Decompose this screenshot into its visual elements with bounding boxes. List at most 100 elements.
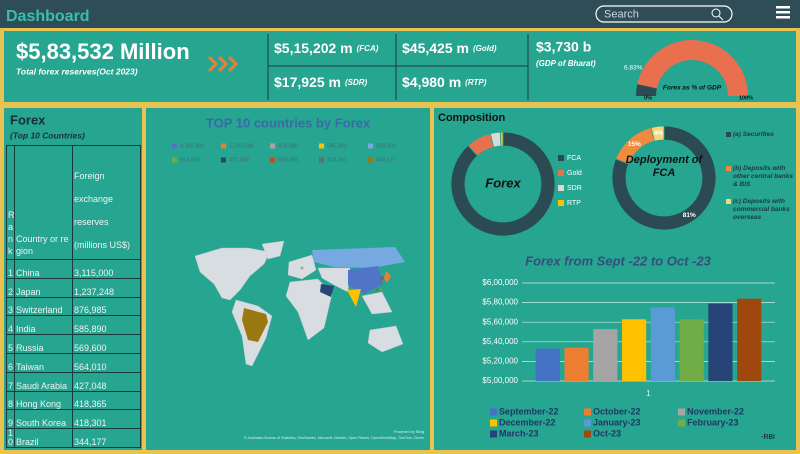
gdp-caption: (GDP of Bharat) xyxy=(536,59,596,68)
country[interactable] xyxy=(348,266,383,294)
donut-legend-label: SDR xyxy=(567,185,582,192)
legend-label: February-23 xyxy=(687,417,739,427)
country[interactable] xyxy=(347,289,361,307)
search-icon xyxy=(711,8,721,18)
kpi-component: $4,980 m (RTP) xyxy=(402,74,487,90)
total-caption: Total forex reserves(Oct 2023) xyxy=(16,66,138,76)
bar xyxy=(593,329,618,381)
table-cell: South Korea xyxy=(14,409,73,430)
bar xyxy=(564,347,589,381)
donut-legend-swatch xyxy=(726,166,731,171)
table-cell: 564,010 xyxy=(72,352,141,373)
table-row: 5 Russia 569,600 xyxy=(6,334,141,354)
table-cell: 7 xyxy=(6,371,15,392)
map-legend-swatch xyxy=(172,143,177,149)
donut-legend-swatch xyxy=(726,199,731,204)
search-box[interactable] xyxy=(595,5,733,23)
map-legend-label: 418,365 xyxy=(278,157,298,163)
donut-legend-label: (c) Deposits with commercial banks overs… xyxy=(733,198,790,221)
table-cell: 344,177 xyxy=(72,428,141,449)
table-row: 6 Taiwan 564,010 xyxy=(6,352,141,373)
map-legend-label: 876,985 xyxy=(278,143,298,149)
country[interactable] xyxy=(320,284,334,297)
country[interactable] xyxy=(312,247,405,268)
map-legend-swatch xyxy=(221,143,226,149)
y-tick-label: $5,40,000 xyxy=(482,337,518,346)
table-cell: 427,048 xyxy=(72,371,141,392)
kpi-dividers xyxy=(267,34,529,100)
kpi-unit: (FCA) xyxy=(357,44,379,53)
table-subtitle: (Top 10 Countries) xyxy=(10,130,85,140)
bar xyxy=(622,319,647,381)
kpi-unit: (RTP) xyxy=(465,78,487,87)
legend-swatch xyxy=(678,419,685,427)
country[interactable] xyxy=(375,288,379,292)
table-cell: 585,890 xyxy=(72,315,141,336)
table-title: Forex xyxy=(10,112,46,127)
legend-swatch xyxy=(490,419,497,427)
bar xyxy=(535,348,560,381)
kpi-unit: (Gold) xyxy=(473,44,497,53)
table-row: 9 South Korea 418,301 xyxy=(6,409,141,430)
bar xyxy=(650,307,675,381)
composition-title: Composition xyxy=(438,112,505,124)
legend-swatch xyxy=(678,408,685,416)
legend-swatch xyxy=(584,419,591,427)
legend-label: November-22 xyxy=(687,406,744,416)
country[interactable] xyxy=(384,271,391,283)
country[interactable] xyxy=(242,308,268,342)
fca-donut-label: Deployment of FCA xyxy=(625,154,703,179)
table-cell: Japan xyxy=(14,277,73,298)
table-row: 3 Switzerland 876,985 xyxy=(6,296,141,317)
table-cell: Hong Kong xyxy=(14,390,73,411)
kpi-value: $17,925 m xyxy=(274,74,341,90)
table-cell: 2 xyxy=(6,277,15,298)
table-cell: 3,115,000 xyxy=(72,259,141,279)
legend-label: January-23 xyxy=(593,417,641,427)
map-countries xyxy=(242,247,405,342)
donut-segment xyxy=(611,125,717,231)
map-legend-swatch xyxy=(368,157,373,163)
table-cell: China xyxy=(14,259,73,279)
gauge-title: Forex as % of GDP xyxy=(663,85,722,92)
menu-icon[interactable] xyxy=(776,6,790,19)
map-title: TOP 10 countries by Forex xyxy=(206,115,371,130)
table-row: 7 Saudi Arabia 427,048 xyxy=(6,371,141,392)
table-cell: India xyxy=(14,315,73,336)
table-cell: 8 xyxy=(6,390,15,411)
country[interactable] xyxy=(380,288,382,292)
donut-legend-swatch xyxy=(558,170,564,176)
donut-value-label: 15% xyxy=(628,141,641,148)
gauge-fill xyxy=(636,84,657,96)
donut-segment xyxy=(650,125,665,142)
total-reserves: $5,83,532 Million xyxy=(16,39,190,64)
donut-value-label: 4% xyxy=(654,130,664,137)
bar xyxy=(708,303,733,381)
donut-legend-label: RTP xyxy=(567,200,581,207)
x-tick-label: 1 xyxy=(646,389,651,398)
table-cell: 1 xyxy=(6,259,15,279)
table-cell: 10 xyxy=(6,428,15,449)
map-credit: © Australian Bureau of Statistics, GeoNa… xyxy=(244,436,424,440)
map-legend-label: 569,600 xyxy=(376,143,396,149)
legend-label: September-22 xyxy=(499,406,559,416)
donut-value-label: 81% xyxy=(683,212,696,219)
table-row: 8 Hong Kong 418,365 xyxy=(6,390,141,411)
country[interactable] xyxy=(380,276,384,281)
map-legend-label: 418,301 xyxy=(327,157,347,163)
source: -RBI xyxy=(761,434,775,441)
table-header: Foreign exchange reserves (millions US$) xyxy=(72,145,141,260)
dashboard-title: Dashboard xyxy=(6,8,90,25)
bar xyxy=(737,298,762,381)
table-header: Rank xyxy=(6,145,15,260)
table-cell: 9 xyxy=(6,409,15,430)
donut-legend-swatch xyxy=(558,200,564,206)
bar xyxy=(679,319,704,381)
legend-label: December-22 xyxy=(499,417,556,427)
country[interactable] xyxy=(300,266,304,270)
table-row: 4 India 585,890 xyxy=(6,315,141,336)
donut-segment xyxy=(499,131,504,147)
kpi-value: $45,425 m xyxy=(402,40,469,56)
gdp-value: $3,730 b xyxy=(536,39,591,55)
table-row: 1 China 3,115,000 xyxy=(6,259,141,279)
